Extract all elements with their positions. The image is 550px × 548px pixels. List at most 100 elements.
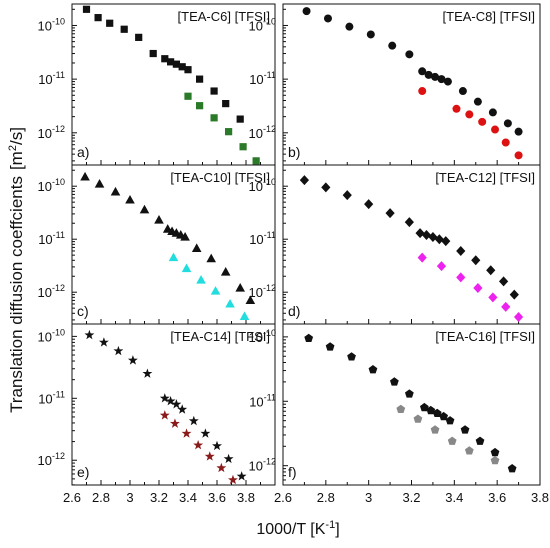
x-tick-label: 2.8: [92, 490, 110, 505]
y-tick-label-base: 10: [38, 232, 52, 247]
data-point-series-2: [488, 292, 498, 303]
data-point-series-1: [180, 232, 190, 241]
data-point-series-1: [456, 245, 466, 256]
panel-title: [TEA-C16] [TFSI]: [435, 329, 535, 344]
x-tick-label: 3.2: [402, 490, 420, 505]
data-point-series-1: [191, 243, 202, 253]
y-tick-label: 10-12: [38, 451, 65, 468]
data-point-series-1: [368, 365, 378, 374]
data-point-series-1: [161, 55, 169, 63]
data-point-series-1: [432, 408, 442, 418]
y-tick-label-exponent: -11: [264, 70, 276, 80]
data-point-series-1: [498, 276, 509, 287]
data-point-series-1: [323, 14, 332, 23]
data-point-series-2: [436, 261, 447, 272]
data-point-series-1: [445, 416, 455, 425]
data-point-series-1: [342, 190, 352, 201]
data-point-series-1: [388, 41, 397, 50]
data-point-series-1: [428, 232, 438, 243]
y-tick-label-base: 10: [249, 179, 263, 194]
y-tick-label: 10-10: [38, 16, 65, 33]
data-point-series-1: [509, 289, 519, 300]
y-tick-label-base: 10: [249, 126, 263, 141]
y-tick-label: 10-10: [38, 327, 65, 344]
y-tick-label-base: 10: [249, 232, 263, 247]
y-tick-label-base: 10: [249, 330, 263, 345]
data-point-series-1: [302, 7, 311, 16]
panel-title: [TEA-C8] [TFSI]: [443, 9, 535, 24]
y-tick-label-exponent: -12: [52, 124, 65, 134]
data-point-series-1: [84, 329, 95, 340]
data-point-series-1: [98, 337, 109, 347]
data-point-series-1: [389, 377, 399, 386]
y-tick-label-base: 10: [249, 18, 263, 33]
data-point-series-1: [507, 464, 517, 473]
data-point-series-1: [460, 425, 470, 434]
data-point-series-2: [490, 455, 500, 465]
y-tick-label: 10-12: [249, 457, 276, 474]
y-tick-label-base: 10: [38, 285, 52, 300]
data-point-series-2: [196, 102, 204, 110]
y-tick-label-exponent: -10: [52, 177, 65, 187]
data-point-series-1: [299, 175, 310, 186]
panel-frame: [71, 3, 276, 166]
x-tick-label: 3.8: [237, 490, 255, 505]
data-point-series-1: [404, 389, 414, 398]
y-tick-label-base: 10: [38, 72, 52, 87]
y-tick-label-exponent: -12: [263, 124, 276, 134]
data-point-series-1: [473, 97, 482, 106]
data-point-series-1: [490, 447, 500, 457]
x-tick-label: 2.8: [317, 490, 335, 505]
y-tick-label-exponent: -11: [53, 389, 65, 399]
data-point-series-2: [478, 117, 487, 126]
data-point-series-1: [236, 471, 247, 481]
y-tick-label: 10-12: [38, 283, 65, 300]
x-tick-label: 3.4: [179, 490, 197, 505]
y-tick-label-base: 10: [38, 126, 52, 141]
x-axis-label-tail: ]: [335, 521, 339, 538]
y-tick-label-exponent: -11: [264, 230, 276, 240]
x-tick-label: 2.6: [63, 490, 81, 505]
data-point-series-1: [154, 215, 164, 224]
data-point-series-1: [165, 395, 176, 406]
data-point-series-1: [385, 208, 395, 219]
data-point-series-1: [431, 72, 440, 81]
y-tick-label: 10-11: [249, 392, 276, 409]
data-point-series-1: [210, 87, 218, 95]
data-point-series-1: [245, 295, 256, 305]
data-point-series-2: [473, 283, 483, 294]
y-tick-label: 10-11: [249, 230, 276, 247]
data-point-series-1: [223, 453, 234, 464]
y-tick-label-base: 10: [38, 18, 52, 33]
data-point-series-1: [458, 87, 467, 96]
x-tick-label: 2.6: [274, 490, 292, 505]
data-point-series-2: [465, 110, 474, 119]
y-axis-label-unit-sup: 2: [7, 145, 19, 151]
y-tick-label: 10-10: [249, 177, 276, 194]
data-point-series-1: [345, 22, 354, 31]
data-point-series-1: [434, 234, 444, 245]
data-point-series-1: [80, 171, 90, 181]
panel-frame: [71, 323, 276, 486]
data-point-series-1: [503, 119, 512, 128]
y-tick-label: 10-12: [38, 124, 65, 141]
data-point-series-2: [210, 286, 221, 295]
panel-frame: [282, 323, 541, 486]
data-point-series-1: [110, 186, 121, 196]
y-tick-label: 10-11: [249, 70, 276, 87]
panel-label: f): [288, 464, 297, 480]
y-axis-label-main: Translation diffusion coeffcients: [7, 176, 26, 413]
data-point-series-1: [437, 75, 446, 84]
data-point-series-2: [225, 128, 233, 136]
y-tick-label: 10-10: [38, 177, 65, 194]
y-tick-label-exponent: -10: [263, 177, 276, 187]
data-point-series-1: [364, 199, 374, 210]
data-point-series-1: [486, 265, 496, 276]
data-point-series-1: [149, 49, 157, 58]
data-point-series-2: [170, 418, 180, 428]
data-point-series-2: [452, 104, 461, 113]
data-point-series-1: [475, 436, 485, 445]
y-tick-label-exponent: -10: [52, 327, 65, 337]
data-point-series-1: [222, 100, 230, 108]
